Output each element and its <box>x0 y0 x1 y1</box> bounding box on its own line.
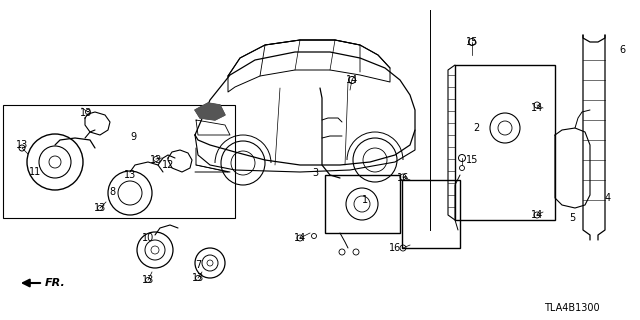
Text: 7: 7 <box>195 260 201 270</box>
Text: 3: 3 <box>312 168 318 178</box>
Text: 4: 4 <box>605 193 611 203</box>
Text: 16: 16 <box>389 243 401 253</box>
Bar <box>3 105 235 218</box>
Text: 15: 15 <box>466 37 478 47</box>
Text: 15: 15 <box>466 155 478 165</box>
Bar <box>325 175 400 233</box>
Text: 13: 13 <box>16 140 28 150</box>
Text: 11: 11 <box>29 167 41 177</box>
Text: 12: 12 <box>162 160 174 170</box>
Bar <box>455 65 555 220</box>
Text: TLA4B1300: TLA4B1300 <box>544 303 600 313</box>
Text: 13: 13 <box>150 155 162 165</box>
Text: 1: 1 <box>362 195 368 205</box>
Text: 13: 13 <box>124 170 136 180</box>
Text: 6: 6 <box>619 45 625 55</box>
Text: 5: 5 <box>569 213 575 223</box>
Text: 14: 14 <box>531 103 543 113</box>
Text: 16: 16 <box>397 173 409 183</box>
Bar <box>402 180 460 248</box>
Text: 10: 10 <box>142 233 154 243</box>
Text: 14: 14 <box>294 233 306 243</box>
Text: 9: 9 <box>130 132 136 142</box>
Polygon shape <box>195 103 225 120</box>
Text: 2: 2 <box>473 123 479 133</box>
Text: 13: 13 <box>94 203 106 213</box>
Text: 13: 13 <box>192 273 204 283</box>
Text: 14: 14 <box>346 75 358 85</box>
Text: FR.: FR. <box>45 278 66 288</box>
Text: 13: 13 <box>142 275 154 285</box>
Text: 8: 8 <box>109 187 115 197</box>
Text: 13: 13 <box>80 108 92 118</box>
Text: 14: 14 <box>531 210 543 220</box>
